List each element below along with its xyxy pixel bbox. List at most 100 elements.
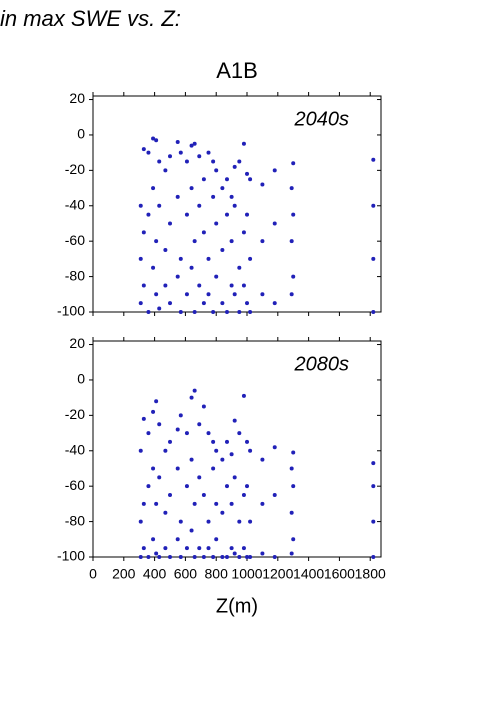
point [154,239,159,244]
point [197,203,202,208]
point [189,528,194,533]
y-tick-label: -60 [65,477,85,493]
point [229,501,234,506]
point [178,310,183,314]
point [220,301,225,306]
point [141,501,146,506]
plot-frame [92,340,382,558]
x-tick-label: 200 [112,566,136,582]
point [211,439,216,444]
point [260,457,265,462]
point [211,310,216,314]
point [241,493,246,498]
point [245,555,250,559]
y-tick-label: 0 [77,371,85,387]
y-tick-label: -40 [65,196,85,212]
point [151,409,156,414]
point [146,431,151,436]
point [168,439,173,444]
point [232,203,237,208]
page-title: in max SWE vs. Z: [0,6,181,31]
x-tick-label: 1600 [324,566,355,582]
point [192,388,197,393]
point [168,301,173,306]
point [224,177,229,182]
x-tick-label: 1200 [262,566,293,582]
point [184,431,189,436]
point [229,283,234,288]
point [197,475,202,480]
point [272,221,277,226]
point [175,537,180,542]
y-tick-label: -100 [57,548,85,564]
point [151,466,156,471]
point [197,154,202,159]
point [138,256,143,261]
point [241,230,246,235]
point [245,484,250,489]
point [175,194,180,199]
point [220,555,225,559]
point [146,484,151,489]
point [192,239,197,244]
point [146,212,151,217]
point [229,239,234,244]
point [146,555,151,559]
point [237,310,242,314]
point [197,283,202,288]
point [138,301,143,306]
point [224,555,229,559]
point [248,310,253,314]
point [189,457,194,462]
point [151,265,156,270]
point [371,310,376,314]
point [189,265,194,270]
point [154,501,159,506]
point [175,140,180,145]
point [151,537,156,542]
point [220,457,225,462]
point [189,395,194,400]
point [260,182,265,187]
y-tick-label: 0 [77,126,85,142]
chart-title: A1B [216,58,258,83]
point [175,427,180,432]
point [192,310,197,314]
point [224,310,229,314]
point [184,159,189,164]
x-tick-label: 0 [89,566,97,582]
point [224,212,229,217]
point [157,306,162,311]
point [260,292,265,297]
point [229,194,234,199]
point [197,422,202,427]
point [151,136,156,141]
point [241,141,246,146]
point [163,510,168,515]
point [371,256,376,261]
point [211,466,216,471]
point [272,168,277,173]
point [224,439,229,444]
y-tick-label: -20 [65,161,85,177]
point [146,310,151,314]
point [260,551,265,556]
point [206,546,211,551]
point [220,248,225,253]
point [206,292,211,297]
point [291,484,296,489]
point [229,546,234,551]
point [201,230,206,235]
point [289,466,294,471]
point [192,501,197,506]
point [214,501,219,506]
point [248,256,253,261]
point [168,154,173,159]
point [201,177,206,182]
point [214,274,219,279]
point [178,555,183,559]
y-tick-label: -100 [57,303,85,319]
point [371,203,376,208]
point [232,418,237,423]
